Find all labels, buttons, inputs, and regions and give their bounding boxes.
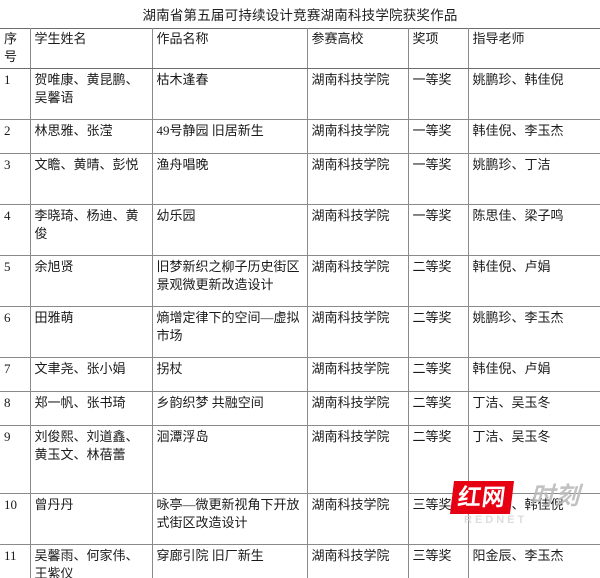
table-row: 7 文聿尧、张小娟 拐杖 湖南科技学院 二等奖 韩佳倪、卢娟 <box>0 357 600 392</box>
cell-index: 4 <box>0 204 31 256</box>
cell-school: 湖南科技学院 <box>306 204 409 256</box>
cell-school: 湖南科技学院 <box>306 425 409 494</box>
cell-work: 49号静园 旧居新生 <box>151 119 308 154</box>
cell-student: 文聿尧、张小娟 <box>29 357 153 392</box>
column-header-prize: 奖项 <box>407 28 469 69</box>
cell-index: 9 <box>0 425 31 494</box>
column-header-index: 序号 <box>0 28 31 69</box>
award-list-table: 序号 学生姓名 作品名称 参赛高校 奖项 指导老师 1 贺唯康、黄昆鹏、吴馨语 … <box>0 28 600 578</box>
table-row: 5 余旭贤 旧梦新织之柳子历史街区景观微更新改造设计 湖南科技学院 二等奖 韩佳… <box>0 255 600 307</box>
page-title: 湖南省第五届可持续设计竞赛湖南科技学院获奖作品 <box>142 8 458 23</box>
table-row: 2 林思雅、张滢 49号静园 旧居新生 湖南科技学院 一等奖 韩佳倪、李玉杰 <box>0 119 600 154</box>
cell-prize: 二等奖 <box>407 357 469 392</box>
cell-teacher: 姚鹏珍、李玉杰 <box>467 306 600 358</box>
cell-prize: 三等奖 <box>407 544 469 578</box>
cell-school: 湖南科技学院 <box>306 306 409 358</box>
cell-student: 林思雅、张滢 <box>29 119 153 154</box>
cell-index: 11 <box>0 544 31 578</box>
cell-teacher: 姚鹏珍、韩佳倪 <box>467 493 600 545</box>
cell-prize: 二等奖 <box>407 306 469 358</box>
table-row: 6 田雅萌 熵增定律下的空间—虚拟市场 湖南科技学院 二等奖 姚鹏珍、李玉杰 <box>0 306 600 358</box>
cell-prize: 一等奖 <box>407 119 469 154</box>
cell-student: 郑一帆、张书琦 <box>29 391 153 426</box>
table-row: 9 刘俊熙、刘道鑫、黄玉文、林蓓蕾 洄潭浮岛 湖南科技学院 二等奖 丁洁、吴玉冬 <box>0 425 600 494</box>
cell-index: 8 <box>0 391 31 426</box>
cell-index: 10 <box>0 493 31 545</box>
cell-teacher: 丁洁、吴玉冬 <box>467 425 600 494</box>
cell-prize: 二等奖 <box>407 425 469 494</box>
cell-work: 拐杖 <box>151 357 308 392</box>
cell-work: 枯木逢春 <box>151 68 308 120</box>
cell-teacher: 韩佳倪、卢娟 <box>467 357 600 392</box>
cell-prize: 一等奖 <box>407 204 469 256</box>
cell-index: 6 <box>0 306 31 358</box>
column-header-school: 参赛高校 <box>306 28 409 69</box>
cell-school: 湖南科技学院 <box>306 68 409 120</box>
cell-work: 熵增定律下的空间—虚拟市场 <box>151 306 308 358</box>
cell-work: 穿廊引院 旧厂新生 <box>151 544 308 578</box>
cell-school: 湖南科技学院 <box>306 357 409 392</box>
cell-prize: 二等奖 <box>407 391 469 426</box>
column-header-student: 学生姓名 <box>29 28 153 69</box>
cell-school: 湖南科技学院 <box>306 544 409 578</box>
table-header-row: 序号 学生姓名 作品名称 参赛高校 奖项 指导老师 <box>0 28 600 69</box>
cell-index: 1 <box>0 68 31 120</box>
cell-student: 吴馨雨、何家伟、王紫仪 <box>29 544 153 578</box>
table-row: 11 吴馨雨、何家伟、王紫仪 穿廊引院 旧厂新生 湖南科技学院 三等奖 阳金辰、… <box>0 544 600 578</box>
cell-student: 刘俊熙、刘道鑫、黄玉文、林蓓蕾 <box>29 425 153 494</box>
cell-index: 7 <box>0 357 31 392</box>
table-row: 4 李晓琦、杨迪、黄俊 幼乐园 湖南科技学院 一等奖 陈思佳、梁子鸣 <box>0 204 600 256</box>
cell-prize: 一等奖 <box>407 153 469 205</box>
cell-teacher: 姚鹏珍、韩佳倪 <box>467 68 600 120</box>
cell-work: 乡韵织梦 共融空间 <box>151 391 308 426</box>
table-row: 1 贺唯康、黄昆鹏、吴馨语 枯木逢春 湖南科技学院 一等奖 姚鹏珍、韩佳倪 <box>0 68 600 120</box>
cell-school: 湖南科技学院 <box>306 255 409 307</box>
table-row: 3 文瞻、黄晴、彭悦 渔舟唱晚 湖南科技学院 一等奖 姚鹏珍、丁洁 <box>0 153 600 205</box>
cell-work: 渔舟唱晚 <box>151 153 308 205</box>
column-header-work: 作品名称 <box>151 28 308 69</box>
cell-student: 李晓琦、杨迪、黄俊 <box>29 204 153 256</box>
table-row: 8 郑一帆、张书琦 乡韵织梦 共融空间 湖南科技学院 二等奖 丁洁、吴玉冬 <box>0 391 600 426</box>
table-row: 10 曾丹丹 咏亭—微更新视角下开放式街区改造设计 湖南科技学院 三等奖 姚鹏珍… <box>0 493 600 545</box>
table-body: 1 贺唯康、黄昆鹏、吴馨语 枯木逢春 湖南科技学院 一等奖 姚鹏珍、韩佳倪 2 … <box>0 68 600 578</box>
cell-student: 文瞻、黄晴、彭悦 <box>29 153 153 205</box>
cell-work: 幼乐园 <box>151 204 308 256</box>
cell-student: 田雅萌 <box>29 306 153 358</box>
cell-school: 湖南科技学院 <box>306 493 409 545</box>
cell-work: 洄潭浮岛 <box>151 425 308 494</box>
cell-teacher: 阳金辰、李玉杰 <box>467 544 600 578</box>
cell-prize: 一等奖 <box>407 68 469 120</box>
cell-teacher: 姚鹏珍、丁洁 <box>467 153 600 205</box>
cell-school: 湖南科技学院 <box>306 153 409 205</box>
column-header-teacher: 指导老师 <box>467 28 600 69</box>
cell-school: 湖南科技学院 <box>306 391 409 426</box>
cell-teacher: 丁洁、吴玉冬 <box>467 391 600 426</box>
cell-work: 旧梦新织之柳子历史街区景观微更新改造设计 <box>151 255 308 307</box>
cell-prize: 二等奖 <box>407 255 469 307</box>
cell-prize: 三等奖 <box>407 493 469 545</box>
cell-work: 咏亭—微更新视角下开放式街区改造设计 <box>151 493 308 545</box>
cell-index: 3 <box>0 153 31 205</box>
cell-school: 湖南科技学院 <box>306 119 409 154</box>
cell-index: 5 <box>0 255 31 307</box>
table-header: 序号 学生姓名 作品名称 参赛高校 奖项 指导老师 <box>0 28 600 69</box>
cell-index: 2 <box>0 119 31 154</box>
cell-student: 余旭贤 <box>29 255 153 307</box>
cell-student: 贺唯康、黄昆鹏、吴馨语 <box>29 68 153 120</box>
cell-teacher: 陈思佳、梁子鸣 <box>467 204 600 256</box>
cell-teacher: 韩佳倪、卢娟 <box>467 255 600 307</box>
document-title-bar: 湖南省第五届可持续设计竞赛湖南科技学院获奖作品 <box>0 0 600 28</box>
cell-student: 曾丹丹 <box>29 493 153 545</box>
cell-teacher: 韩佳倪、李玉杰 <box>467 119 600 154</box>
